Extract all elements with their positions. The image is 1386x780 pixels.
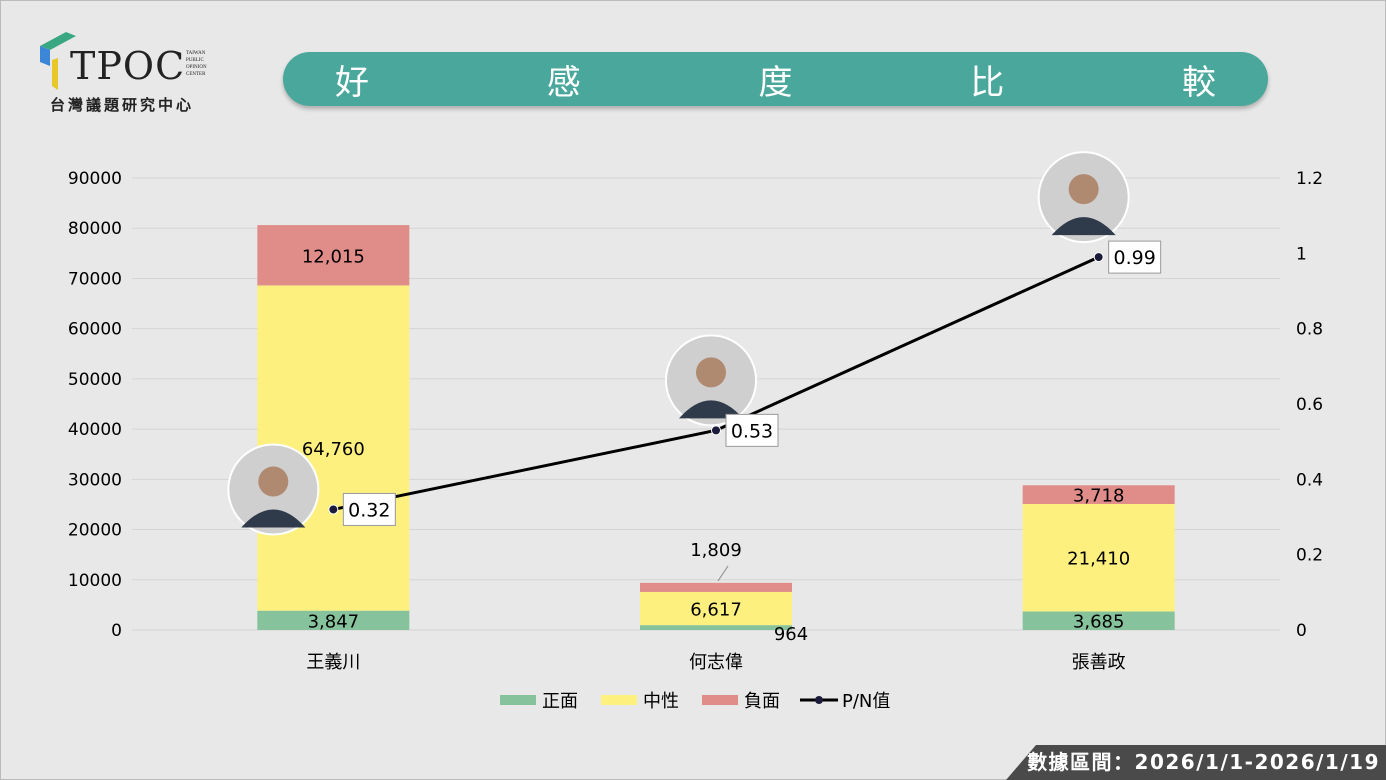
logo-subtitle: 台灣議題研究中心 <box>50 96 195 114</box>
tpoc-logo: TPOC TAIWAN PUBLIC OPINION CENTER 台灣議題研究中心 <box>36 30 226 116</box>
logo-mark-icon <box>40 32 76 90</box>
bar-value-label: 3,718 <box>1073 486 1125 507</box>
legend-item: P/N值 <box>800 691 890 712</box>
bar-value-label: 12,015 <box>302 246 365 267</box>
page-title: 好 感 度 比 較 <box>283 52 1268 106</box>
legend-item: 中性 <box>601 691 679 712</box>
bar-neutral <box>1022 503 1175 612</box>
x-tick-label: 張善政 <box>1072 652 1126 673</box>
date-range-footer: 數據區間：2026/1/1-2026/1/19 <box>1006 745 1386 780</box>
pn-label-box <box>342 492 396 526</box>
pn-point <box>1093 252 1104 263</box>
legend-item: 正面 <box>500 691 578 712</box>
title-char: 感 <box>546 62 581 103</box>
bar-value-label: 1,809 <box>690 540 742 561</box>
leader-line <box>717 565 729 582</box>
bar-value-label: 3,847 <box>308 611 360 632</box>
legend-label: P/N值 <box>842 691 890 712</box>
x-tick-label: 何志偉 <box>689 652 743 673</box>
legend-swatch <box>601 695 637 705</box>
bar-positive <box>1022 611 1175 630</box>
candidate-photo <box>1037 151 1130 244</box>
pn-value-label: 0.53 <box>731 420 773 442</box>
legend-label: 中性 <box>643 691 679 712</box>
y2-tick-label: 0.8 <box>1296 320 1323 340</box>
bar-negative <box>640 582 792 592</box>
y2-tick-label: 1.2 <box>1296 169 1323 189</box>
candidate-photo <box>665 334 757 427</box>
bar-value-label: 21,410 <box>1067 549 1130 570</box>
y-tick-label: 30000 <box>68 470 122 490</box>
y2-tick-label: 0.6 <box>1296 395 1323 415</box>
bar-positive <box>640 625 792 630</box>
legend-swatch <box>500 695 536 705</box>
title-char: 比 <box>970 62 1005 103</box>
y-tick-label: 50000 <box>68 370 122 390</box>
y-tick-label: 40000 <box>68 420 122 440</box>
logo-badge: TAIWAN PUBLIC OPINION CENTER <box>186 51 207 77</box>
pn-value-label: 0.99 <box>1114 247 1156 269</box>
bar-negative <box>1022 485 1175 504</box>
y-tick-label: 80000 <box>68 219 122 239</box>
y2-tick-label: 0 <box>1296 621 1307 641</box>
pn-label-box <box>1108 240 1162 274</box>
title-char: 較 <box>1182 62 1216 103</box>
y2-tick-label: 0.2 <box>1296 546 1323 566</box>
pn-value-label: 0.32 <box>348 499 390 521</box>
bar-neutral <box>640 591 792 626</box>
title-char: 好 <box>335 62 369 103</box>
bar-value-label: 3,685 <box>1073 612 1125 633</box>
y-tick-label: 90000 <box>68 169 122 189</box>
x-tick-label: 王義川 <box>306 652 360 673</box>
y2-tick-label: 1 <box>1296 244 1307 264</box>
y-tick-label: 10000 <box>68 571 122 591</box>
y-tick-label: 70000 <box>68 269 122 289</box>
candidate-photo <box>227 443 320 536</box>
logo-text: TPOC <box>70 44 186 88</box>
bar-value-label: 64,760 <box>302 439 365 460</box>
legend-marker <box>815 696 823 704</box>
pn-point <box>328 504 339 515</box>
legend-item: 負面 <box>702 691 780 712</box>
bar-negative <box>257 225 410 286</box>
y-tick-label: 60000 <box>68 320 122 340</box>
legend-label: 負面 <box>744 691 780 712</box>
pn-point <box>711 425 721 436</box>
bar-value-label: 6,617 <box>690 600 742 621</box>
y-tick-label: 0 <box>111 621 122 641</box>
title-char: 度 <box>758 62 793 103</box>
bar-value-label: 964 <box>774 624 808 645</box>
y-tick-label: 20000 <box>68 521 122 541</box>
legend-swatch <box>702 695 738 705</box>
bar-positive <box>257 610 410 630</box>
y2-tick-label: 0.4 <box>1296 470 1323 490</box>
legend-label: 正面 <box>542 691 578 712</box>
pn-label-box <box>725 413 779 447</box>
